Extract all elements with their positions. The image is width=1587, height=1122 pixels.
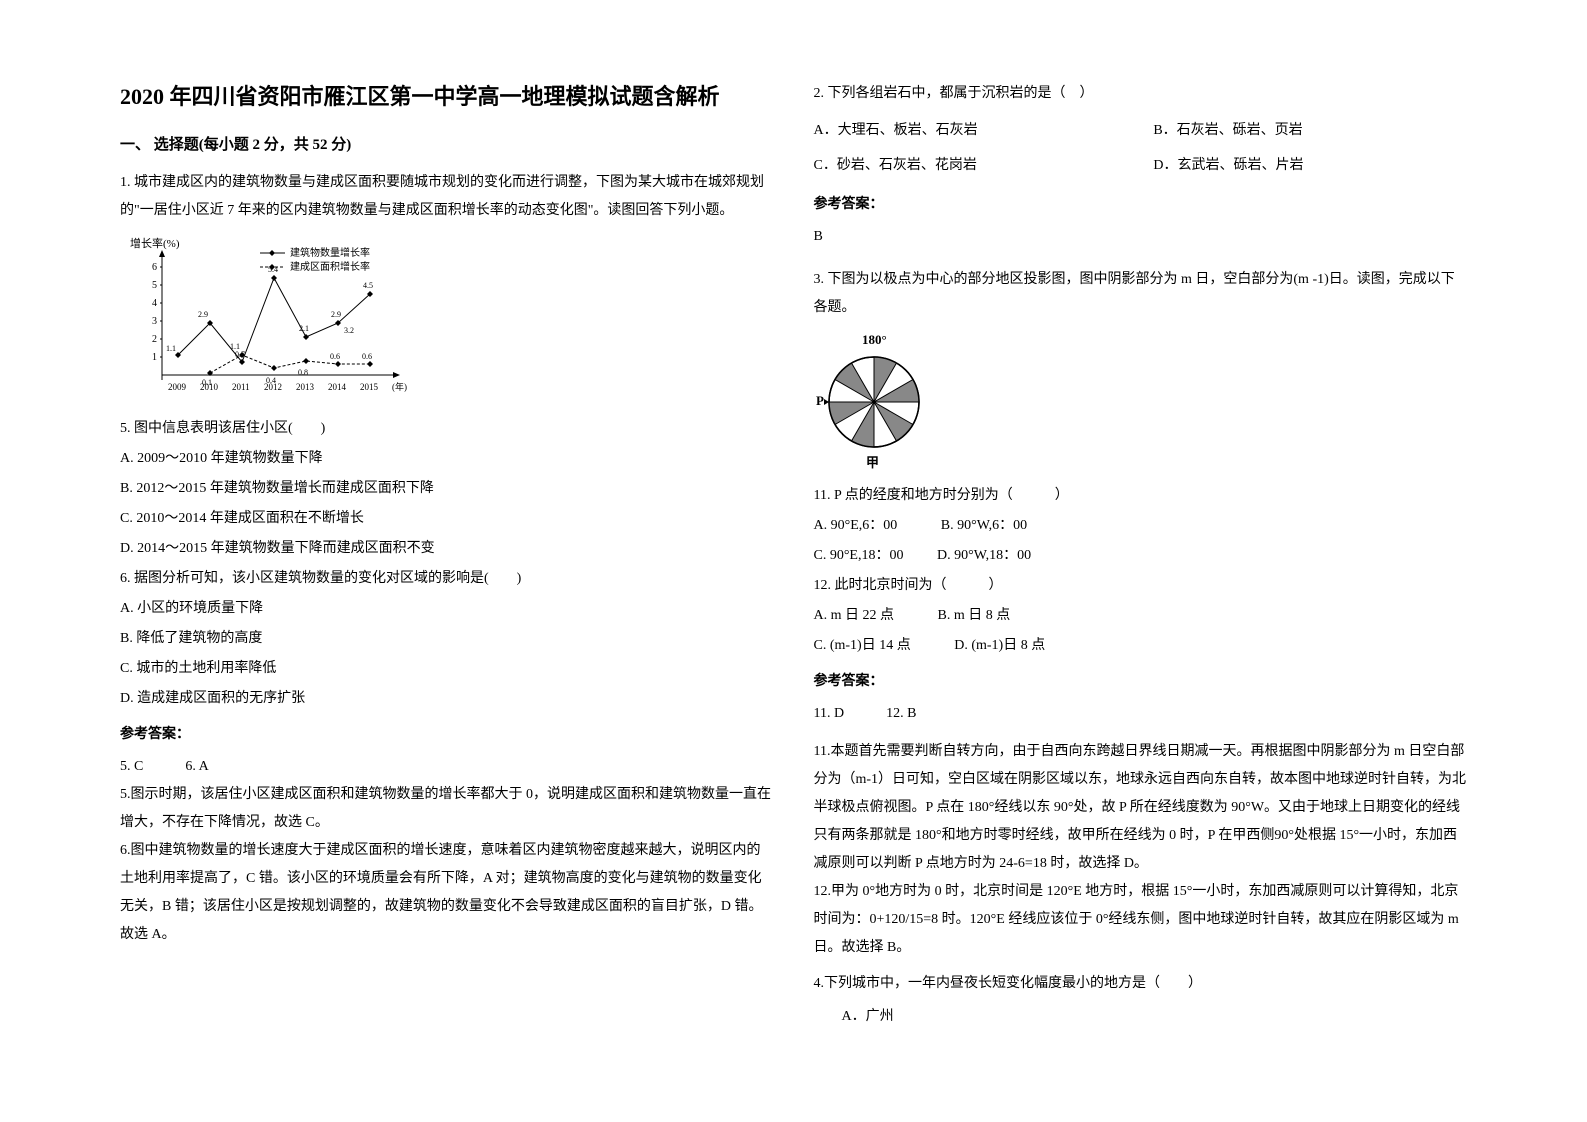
legend-label-2: 建成区面积增长率 — [290, 260, 370, 273]
q2-opt-b: B．石灰岩、砾岩、页岩 — [1153, 113, 1467, 148]
q4-stem: 4.下列城市中，一年内昼夜长短变化幅度最小的地方是（ ） — [814, 970, 1468, 998]
svg-text:1.1: 1.1 — [166, 344, 176, 353]
answer-label-2: 参考答案： — [814, 193, 1468, 213]
svg-text:4.5: 4.5 — [363, 281, 373, 290]
svg-text:2009: 2009 — [168, 382, 187, 392]
explain-6: 6.图中建筑物数量的增长速度大于建成区面积的增长速度，意味着区内建筑物密度越来越… — [120, 837, 774, 949]
q5-stem: 5. 图中信息表明该居住小区( ) — [120, 415, 774, 443]
q12-opts-ab: A. m 日 22 点 B. m 日 8 点 — [814, 602, 1468, 630]
answer-line-3: 11. D 12. B — [814, 700, 1468, 728]
section-header: 一、 选择题(每小题 2 分，共 52 分) — [120, 133, 774, 154]
q6-opt-b: B. 降低了建筑物的高度 — [120, 625, 774, 653]
left-column: 2020 年四川省资阳市雁江区第一中学高一地理模拟试题含解析 一、 选择题(每小… — [100, 80, 794, 1082]
q6-opt-d: D. 造成建成区面积的无序扩张 — [120, 685, 774, 713]
q1-intro: 1. 城市建成区内的建筑物数量与建成区面积要随城市规划的变化而进行调整，下图为某… — [120, 169, 774, 225]
q11-opts-ab: A. 90°E,6：00 B. 90°W,6：00 — [814, 512, 1468, 540]
svg-text:0.4: 0.4 — [266, 376, 276, 385]
svg-text:5: 5 — [152, 280, 157, 291]
svg-text:0.6: 0.6 — [330, 352, 340, 361]
q2-opt-d: D．玄武岩、砾岩、片岩 — [1153, 148, 1467, 183]
svg-text:2.1: 2.1 — [299, 324, 309, 333]
q12-stem: 12. 此时北京时间为（ ） — [814, 572, 1468, 600]
explain-11: 11.本题首先需要判断自转方向，由于自西向东跨越日界线日期减一天。再根据图中阴影… — [814, 738, 1468, 878]
q12-opt-a: A. m 日 22 点 — [814, 608, 895, 623]
svg-text:2011: 2011 — [232, 382, 250, 392]
q2-options-row-2: C．砂岩、石灰岩、花岗岩 D．玄武岩、砾岩、片岩 — [814, 148, 1468, 183]
svg-text:2014: 2014 — [328, 382, 347, 392]
q11-opt-a: A. 90°E,6：00 — [814, 518, 898, 533]
q11-opt-d: D. 90°W,18：00 — [937, 548, 1031, 563]
q2-answer: B — [814, 223, 1468, 251]
diagram-bottom-label: 甲 — [866, 455, 879, 470]
legend-label-1: 建筑物数量增长率 — [290, 246, 370, 259]
svg-text:1.1: 1.1 — [230, 342, 240, 351]
q5-opt-c: C. 2010～2014 年建成区面积在不断增长 — [120, 505, 774, 533]
growth-rate-chart: 增长率(%) 建筑物数量增长率 建成区面积增长率 6 5 4 3 2 1 — [120, 235, 420, 405]
answer-label-1: 参考答案： — [120, 723, 774, 743]
q12-opt-d: D. (m-1)日 8 点 — [954, 638, 1045, 653]
q12-opts-cd: C. (m-1)日 14 点 D. (m-1)日 8 点 — [814, 632, 1468, 660]
diagram-left-label: P — [816, 393, 824, 408]
q2-opt-a: A．大理石、板岩、石灰岩 — [814, 113, 1128, 148]
svg-text:5.4: 5.4 — [268, 265, 278, 274]
q6-opt-c: C. 城市的土地利用率降低 — [120, 655, 774, 683]
explain-12: 12.甲为 0°地方时为 0 时，北京时间是 120°E 地方时，根据 15°一… — [814, 878, 1468, 962]
q11-opt-b: B. 90°W,6：00 — [941, 518, 1027, 533]
diagram-top-label: 180° — [862, 332, 887, 347]
q5-opt-d: D. 2014～2015 年建筑物数量下降而建成区面积不变 — [120, 535, 774, 563]
svg-text:0.1: 0.1 — [202, 378, 212, 387]
q2-options-row-1: A．大理石、板岩、石灰岩 B．石灰岩、砾岩、页岩 — [814, 113, 1468, 148]
q12-opt-b: B. m 日 8 点 — [938, 608, 1011, 623]
svg-text:0.6: 0.6 — [362, 352, 372, 361]
svg-text:2.9: 2.9 — [198, 310, 208, 319]
q2-stem: 2. 下列各组岩石中，都属于沉积岩的是（ ） — [814, 80, 1468, 108]
svg-text:(年): (年) — [392, 381, 407, 392]
svg-text:0.8: 0.8 — [298, 368, 308, 377]
answer-line-1: 5. C 6. A — [120, 753, 774, 781]
q11-stem: 11. P 点的经度和地方时分别为（ ） — [814, 482, 1468, 510]
q12-opt-c: C. (m-1)日 14 点 — [814, 638, 911, 653]
svg-text:2015: 2015 — [360, 382, 379, 392]
svg-text:2: 2 — [152, 334, 157, 345]
q11-opt-c: C. 90°E,18：00 — [814, 548, 904, 563]
q6-stem: 6. 据图分析可知，该小区建筑物数量的变化对区域的影响是( ) — [120, 565, 774, 593]
q11-opts-cd: C. 90°E,18：00 D. 90°W,18：00 — [814, 542, 1468, 570]
q5-opt-b: B. 2012～2015 年建筑物数量增长而建成区面积下降 — [120, 475, 774, 503]
svg-text:4: 4 — [152, 298, 157, 309]
chart-y-label: 增长率(%) — [130, 236, 180, 250]
svg-text:6: 6 — [152, 262, 157, 273]
q4-opt-a: A．广州 — [814, 1003, 1468, 1031]
svg-text:3: 3 — [152, 316, 157, 327]
svg-text:1: 1 — [152, 352, 157, 363]
q3-intro: 3. 下图为以极点为中心的部分地区投影图，图中阴影部分为 m 日，空白部分为(m… — [814, 266, 1468, 322]
svg-text:2.9: 2.9 — [331, 310, 341, 319]
svg-text:2013: 2013 — [296, 382, 315, 392]
q6-opt-a: A. 小区的环境质量下降 — [120, 595, 774, 623]
polar-projection-diagram: 180° P 甲 — [814, 332, 934, 472]
q5-opt-a: A. 2009～2010 年建筑物数量下降 — [120, 445, 774, 473]
svg-text:3.2: 3.2 — [344, 326, 354, 335]
answer-label-3: 参考答案： — [814, 670, 1468, 690]
q2-opt-c: C．砂岩、石灰岩、花岗岩 — [814, 148, 1128, 183]
right-column: 2. 下列各组岩石中，都属于沉积岩的是（ ） A．大理石、板岩、石灰岩 B．石灰… — [794, 80, 1488, 1082]
document-title: 2020 年四川省资阳市雁江区第一中学高一地理模拟试题含解析 — [120, 80, 774, 113]
explain-5: 5.图示时期，该居住小区建成区面积和建筑物数量的增长率都大于 0，说明建成区面积… — [120, 781, 774, 837]
